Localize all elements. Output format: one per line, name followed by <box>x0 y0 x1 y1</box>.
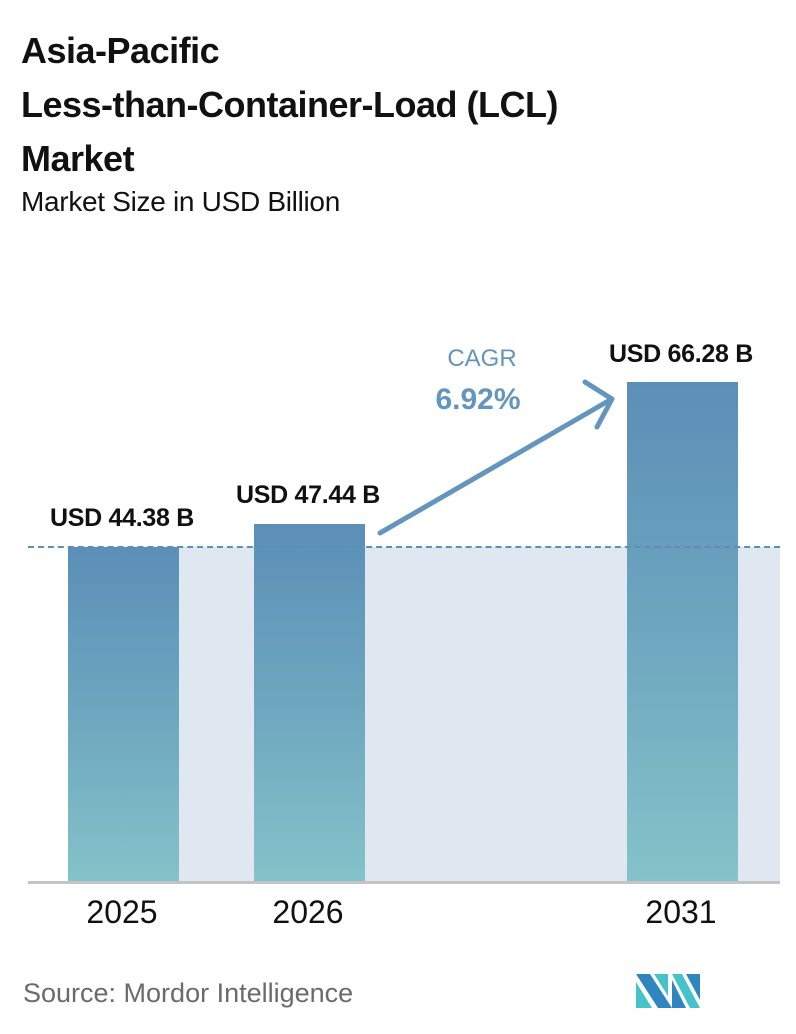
value-label-2031: USD 66.28 B <box>609 340 753 368</box>
x-label-2031: 2031 <box>645 894 717 930</box>
chart-title: Asia-Pacific Less-than-Container-Load (L… <box>21 24 558 186</box>
cagr-label: CAGR <box>447 345 517 372</box>
bar-2026 <box>254 524 365 882</box>
bar-2031 <box>627 382 738 882</box>
x-label-2025: 2025 <box>86 894 158 930</box>
source-text: Source: Mordor Intelligence <box>23 978 354 1008</box>
chart-subtitle: Market Size in USD Billion <box>21 186 340 217</box>
bar-2025 <box>68 547 179 882</box>
title-line-1: Asia-Pacific <box>21 30 220 71</box>
x-axis-baseline <box>28 881 780 884</box>
value-label-2026: USD 47.44 B <box>236 481 380 509</box>
cagr-value: 6.92% <box>435 383 521 416</box>
value-label-2025: USD 44.38 B <box>50 504 194 532</box>
reference-dashed-line <box>28 546 780 548</box>
title-line-3: Market <box>21 138 135 179</box>
x-label-2026: 2026 <box>272 894 344 930</box>
mordor-intelligence-logo-icon <box>636 974 700 1008</box>
title-line-2: Less-than-Container-Load (LCL) <box>21 84 558 125</box>
